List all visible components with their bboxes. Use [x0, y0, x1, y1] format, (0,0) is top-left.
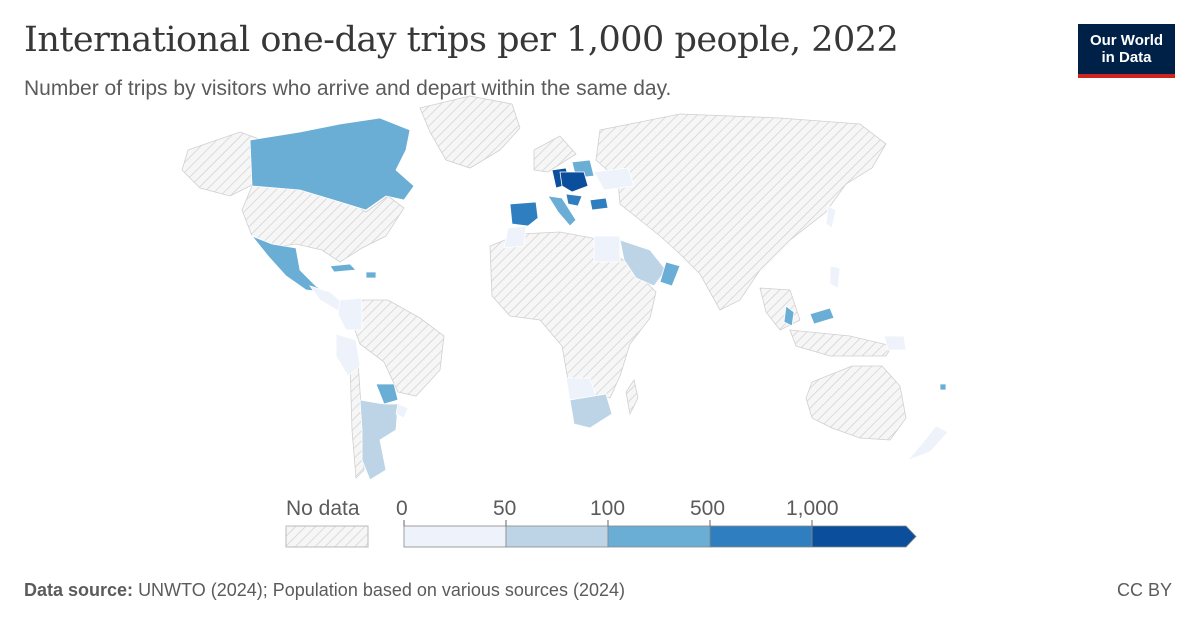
croatia-region[interactable]	[565, 193, 583, 207]
canada-region[interactable]	[249, 117, 415, 211]
logo-line-1: Our World	[1089, 32, 1164, 49]
czechia-hungary-region[interactable]	[559, 171, 589, 193]
southeast-asia-region	[759, 287, 801, 331]
italy-region[interactable]	[547, 195, 577, 227]
legend-no-data-label: No data	[286, 497, 360, 520]
australia-region	[805, 365, 907, 441]
bulgaria-region[interactable]	[589, 197, 609, 211]
malaysia-region[interactable]	[783, 305, 835, 327]
new-zealand-region[interactable]	[906, 425, 949, 461]
argentina-region[interactable]	[359, 399, 399, 481]
data-regions	[249, 117, 949, 481]
morocco-region[interactable]	[503, 225, 527, 249]
greenland-region	[419, 95, 521, 169]
logo-line-2: in Data	[1101, 49, 1152, 66]
russia-asia-region	[595, 113, 887, 311]
page-title: International one-day trips per 1,000 pe…	[24, 20, 899, 60]
spain-region[interactable]	[509, 201, 539, 227]
owid-logo[interactable]: Our World in Data	[1078, 24, 1175, 78]
south-america-north-region	[349, 299, 445, 397]
png-region[interactable]	[883, 335, 907, 351]
no-data-regions	[181, 95, 907, 479]
caribbean-region[interactable]	[365, 271, 377, 279]
uruguay-region[interactable]	[395, 403, 409, 419]
data-source-label: Data source:	[24, 580, 134, 600]
cuba-region[interactable]	[329, 263, 357, 273]
license-label[interactable]: CC BY	[1116, 580, 1172, 600]
data-source: Data source: UNWTO (2024); Population ba…	[24, 580, 625, 601]
alaska-region	[181, 131, 263, 197]
egypt-region[interactable]	[593, 235, 621, 263]
africa-region	[489, 231, 657, 399]
legend-tick-label: 500	[690, 497, 726, 520]
ukraine-region[interactable]	[593, 167, 635, 191]
madagascar-region	[625, 378, 639, 416]
paraguay-region[interactable]	[375, 383, 399, 405]
legend-tick-label: 100	[590, 497, 626, 520]
data-source-text[interactable]: UNWTO (2024); Population based on variou…	[138, 580, 625, 600]
fiji-region[interactable]	[939, 383, 947, 391]
page-subtitle: Number of trips by visitors who arrive a…	[24, 77, 672, 100]
philippines-region[interactable]	[829, 265, 841, 289]
legend-tick-label: 1,000	[786, 497, 839, 520]
europe-region	[533, 135, 577, 173]
legend-tick-label: 50	[493, 497, 517, 520]
oman-region[interactable]	[659, 261, 681, 287]
indonesia-region	[789, 329, 893, 357]
colombia-region[interactable]	[337, 297, 363, 331]
peru-region[interactable]	[335, 333, 361, 377]
japan-region[interactable]	[825, 205, 837, 229]
saudi-arabia-region[interactable]	[619, 239, 667, 287]
legend-tick-label: 0	[396, 497, 408, 520]
south-africa-region[interactable]	[569, 393, 613, 429]
